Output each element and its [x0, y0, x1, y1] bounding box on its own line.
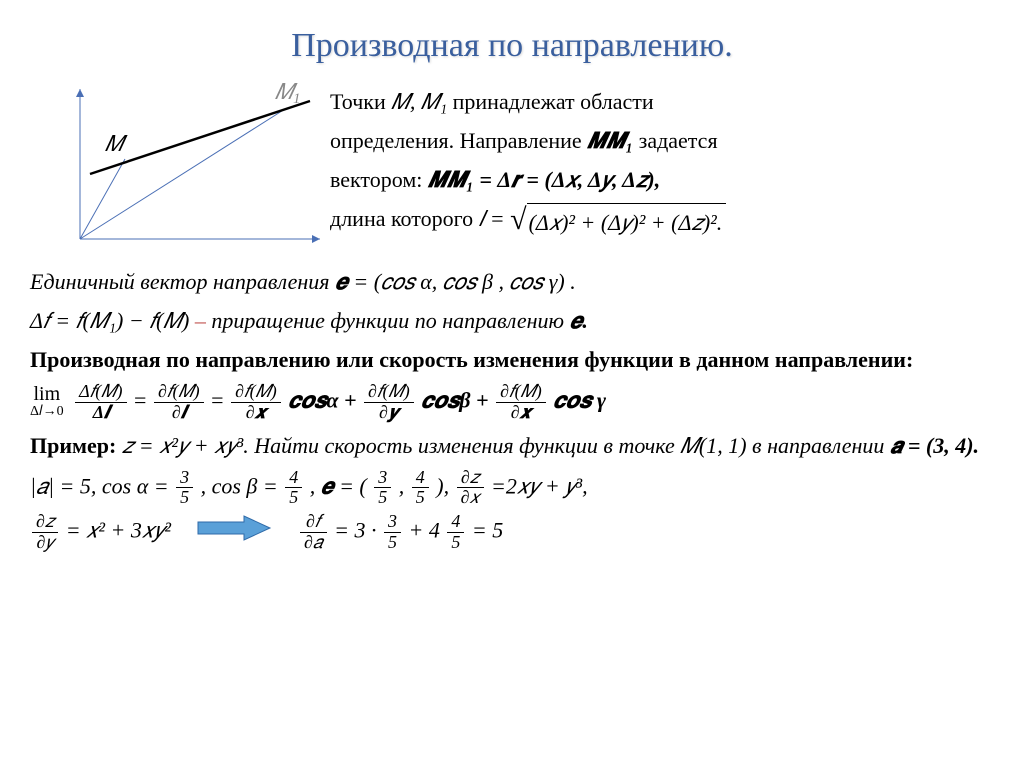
svg-text:1: 1 [293, 91, 301, 107]
derivative-definition-heading: Производная по направлению или скорость … [30, 343, 994, 376]
limit-equation: limΔ𝑙→0 Δ𝑓(𝑀)Δ𝒍 = ∂𝑓(𝑀)∂𝒍 = ∂𝑓(𝑀)∂𝒙 𝒄𝒐𝒔α… [30, 382, 994, 423]
t: 𝑴𝑴₁ = Δ𝒓 = (Δ𝑥, Δ𝑦, Δ𝑧), [428, 167, 660, 192]
t: определения. Направление [330, 128, 587, 153]
t: длина которого [330, 206, 479, 231]
implies-arrow-icon [194, 514, 274, 551]
intro-row: 𝑀 𝑀 1 Точки 𝑀, 𝑀₁ принадлежат области оп… [30, 79, 994, 259]
t: 𝑙 = [479, 206, 511, 231]
t: Точки [330, 89, 391, 114]
sqrt: √ (Δ𝑥)² + (Δ𝑦)² + (Δ𝑧)². [510, 203, 726, 239]
t: задается [639, 128, 718, 153]
t: 𝑴𝑴₁ [587, 128, 633, 153]
t: вектором: [330, 167, 428, 192]
t: принадлежат области [453, 89, 654, 114]
calc-row-1: |𝑎| = 5, cos α = 35 , cos β = 45 , 𝒆 = (… [30, 468, 994, 509]
delta-f-line: Δ𝑓 = 𝑓(𝑀₁) − 𝑓(𝑀) – приращение функции п… [30, 304, 994, 337]
unit-vector-line: Единичный вектор направления 𝒆 = (𝑐𝑜𝑠 α,… [30, 265, 994, 298]
example-line: Пример: 𝑧 = 𝑥²𝑦 + 𝑥𝑦³. Найти скорость из… [30, 429, 994, 462]
calc-row-2: ∂𝑧∂𝑦 = 𝑥² + 3𝑥𝑦² ∂𝑓∂𝑎 = 3 · 35 + 4 45 = … [30, 512, 994, 553]
t: 𝑀, 𝑀₁ [391, 89, 447, 114]
intro-text: Точки 𝑀, 𝑀₁ принадлежат области определе… [330, 79, 726, 245]
svg-text:𝑀: 𝑀 [105, 131, 128, 156]
vector-diagram: 𝑀 𝑀 1 [30, 79, 330, 259]
page-title: Производная по направлению. [30, 20, 994, 71]
